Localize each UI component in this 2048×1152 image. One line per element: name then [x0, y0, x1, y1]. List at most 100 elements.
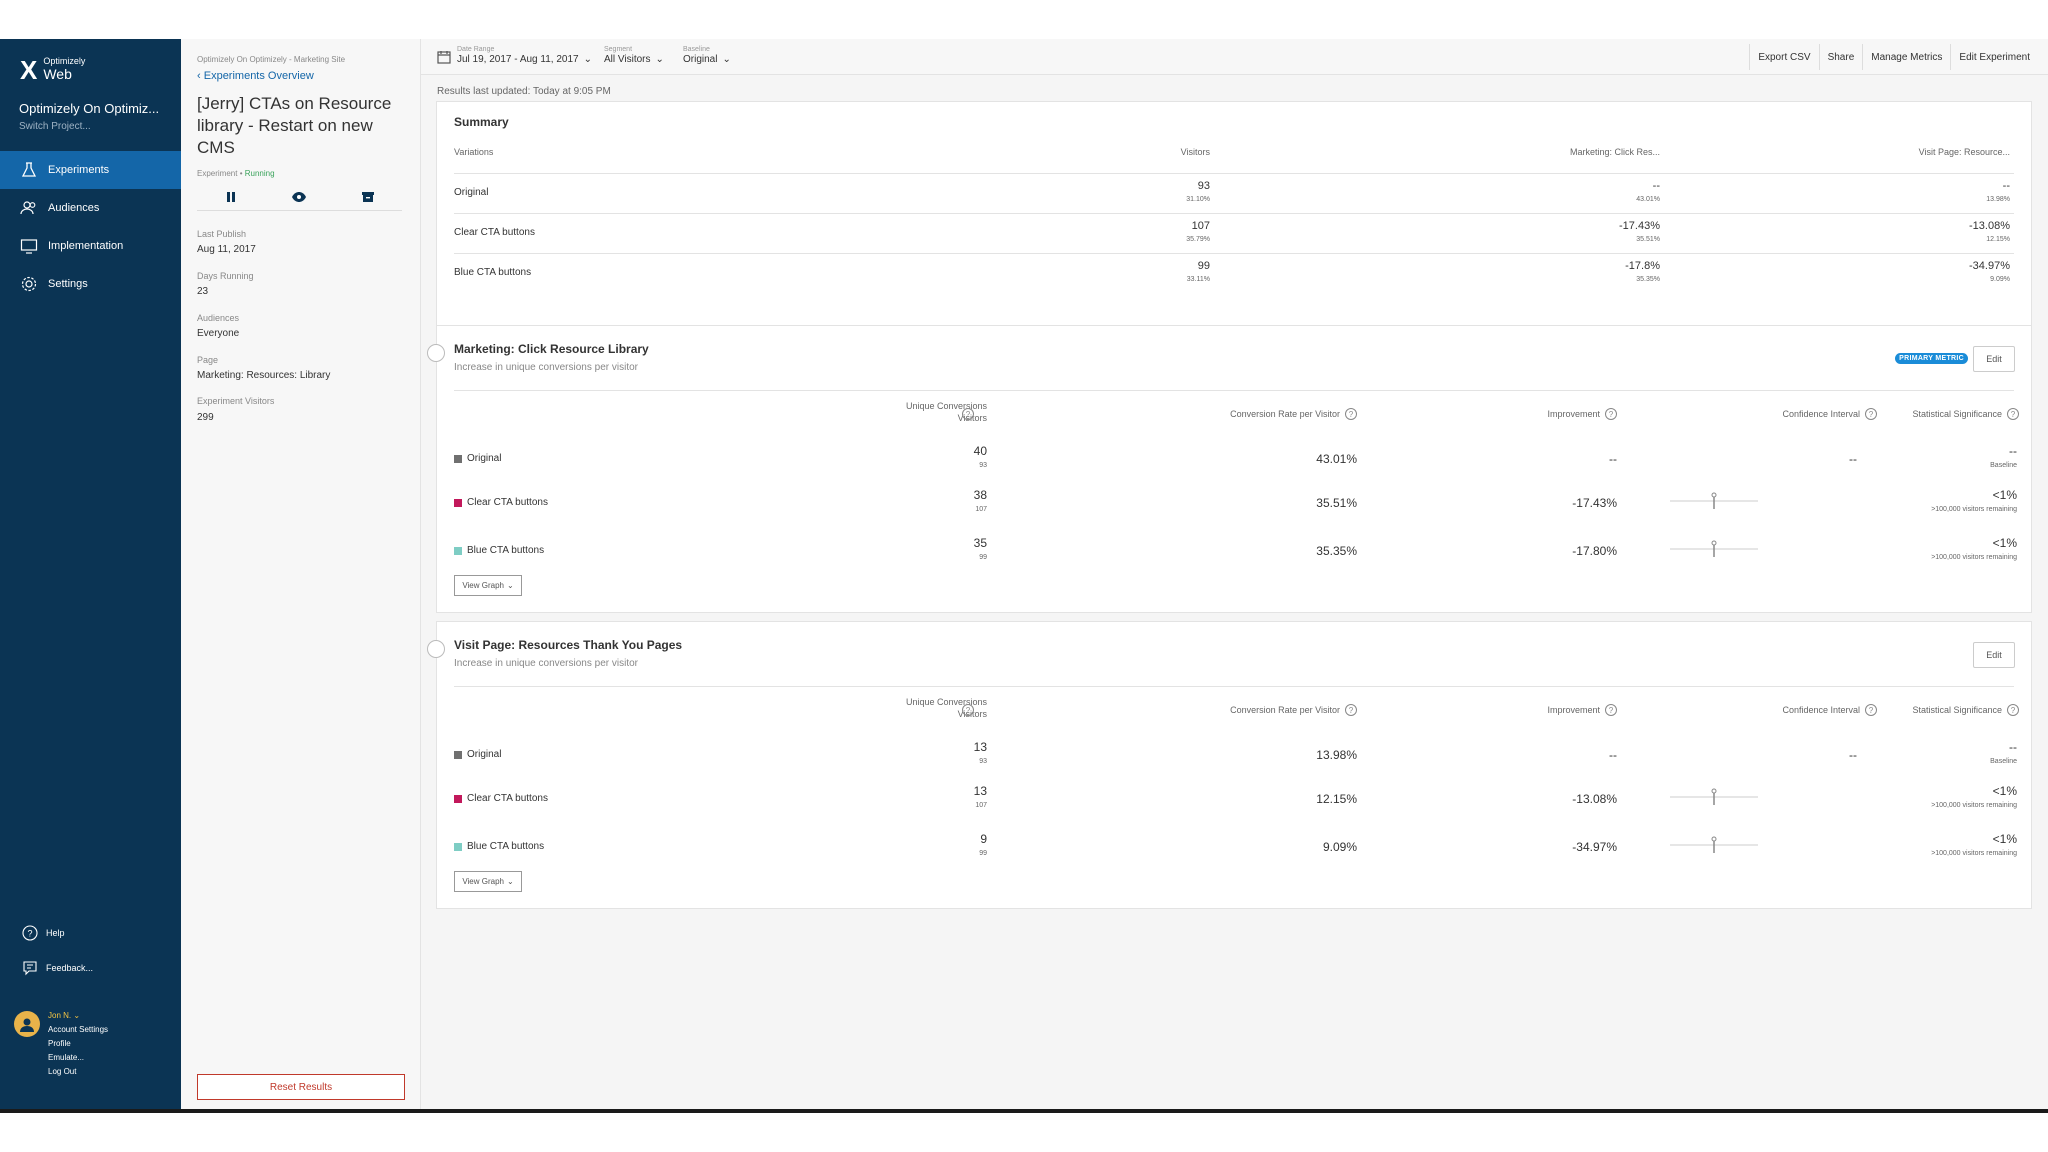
experiments-overview-link[interactable]: ‹ Experiments Overview — [197, 70, 314, 82]
color-swatch — [454, 546, 462, 555]
edit-experiment-button[interactable]: Edit Experiment — [1950, 44, 2038, 70]
flask-icon — [21, 162, 37, 177]
export-csv-button[interactable]: Export CSV — [1749, 44, 1818, 70]
results-updated: Results last updated: Today at 9:05 PM — [437, 86, 611, 97]
share-button[interactable]: Share — [1818, 44, 1863, 70]
eye-icon — [292, 191, 307, 202]
project-name[interactable]: Optimizely On Optimiz... — [19, 101, 160, 116]
window-bottom-edge — [0, 1109, 2048, 1113]
edit-metric-button[interactable]: Edit — [1973, 642, 2015, 668]
experiment-title: [Jerry] CTAs on Resource library - Resta… — [197, 94, 392, 157]
significance-value: <1% — [1992, 784, 2017, 798]
preview-button[interactable] — [289, 187, 309, 207]
pause-button[interactable] — [221, 187, 241, 207]
help-link[interactable]: ? Help — [22, 925, 65, 941]
conversions-value: 35 — [973, 536, 987, 550]
logout-link[interactable]: Log Out — [48, 1067, 77, 1076]
conversions-value: 40 — [973, 444, 987, 458]
conversions-value: 13 — [973, 740, 987, 754]
column-header-improvement: Improvement? — [1367, 704, 1617, 716]
variation-name: Original — [467, 749, 502, 760]
help-icon[interactable]: ? — [1865, 704, 1877, 716]
improvement-value: -- — [1609, 748, 1617, 762]
meta-value: Marketing: Resources: Library — [197, 370, 331, 381]
column-header: Visit Page: Resource... — [1918, 147, 2010, 157]
rate-value: 13.98% — [1316, 748, 1357, 762]
view-graph-button[interactable]: View Graph ⌄ — [454, 871, 522, 892]
help-icon[interactable]: ? — [962, 408, 974, 420]
segment-select[interactable]: Segment All Visitors ⌄ — [604, 45, 664, 66]
edit-metric-button[interactable]: Edit — [1973, 346, 2015, 372]
metric1-rate: 35.35% — [1636, 276, 1660, 283]
user-name[interactable]: Jon N. ⌄ — [48, 1009, 108, 1023]
baseline-value: Original — [683, 54, 718, 65]
conversions-header: Unique Conversions — [905, 401, 987, 411]
baseline-select[interactable]: Baseline Original ⌄ — [683, 45, 731, 66]
visitors-value: 99 — [1197, 260, 1210, 272]
nav-item-audiences[interactable]: Audiences — [0, 189, 181, 227]
meta-label: Page — [197, 355, 219, 365]
view-graph-button[interactable]: View Graph ⌄ — [454, 575, 522, 596]
column-header-rate: Conversion Rate per Visitor? — [1087, 704, 1357, 716]
view-graph-label: View Graph — [462, 581, 504, 590]
help-icon[interactable]: ? — [1605, 408, 1617, 420]
breadcrumb[interactable]: Optimizely On Optimizely - Marketing Sit… — [197, 55, 346, 64]
metric-subtitle: Increase in unique conversions per visit… — [454, 658, 638, 669]
rate-header: Conversion Rate per Visitor — [1230, 409, 1340, 419]
archive-button[interactable] — [358, 187, 378, 207]
help-icon[interactable]: ? — [1865, 408, 1877, 420]
avatar[interactable] — [14, 1011, 40, 1037]
feedback-icon — [23, 961, 37, 976]
date-range-label: Date Range — [457, 46, 495, 53]
monitor-icon — [20, 239, 38, 254]
help-icon[interactable]: ? — [962, 704, 974, 716]
calendar-icon — [437, 51, 451, 64]
manage-metrics-button[interactable]: Manage Metrics — [1862, 44, 1950, 70]
variation-label: Blue CTA buttons — [454, 545, 544, 556]
nav-item-experiments[interactable]: Experiments — [0, 151, 181, 189]
significance-value: <1% — [1992, 536, 2017, 550]
confidence-interval-chart — [1670, 836, 1758, 853]
emulate-link[interactable]: Emulate... — [48, 1053, 85, 1062]
logo-small-text: Optimizely — [43, 56, 86, 67]
metric1-rate: 35.51% — [1636, 236, 1660, 243]
nav-item-label: Implementation — [48, 240, 124, 252]
meta-value: Everyone — [197, 328, 240, 339]
column-header-rate: Conversion Rate per Visitor? — [1087, 408, 1357, 420]
conversions-value: 38 — [973, 488, 987, 502]
experiment-actions — [197, 187, 402, 211]
improvement-header: Improvement — [1547, 705, 1600, 715]
metric2-improvement: -- — [2002, 180, 2010, 192]
reset-results-button[interactable]: Reset Results — [197, 1074, 405, 1100]
segment-label: Segment — [604, 46, 633, 53]
meta-value: 23 — [197, 286, 209, 297]
logo[interactable]: X Optimizely Web — [20, 55, 86, 85]
ci-value: -- — [1849, 748, 1857, 762]
date-range-select[interactable]: Date Range Jul 19, 2017 - Aug 11, 2017 ⌄ — [457, 45, 592, 66]
confidence-interval-chart — [1670, 492, 1758, 509]
feedback-link[interactable]: Feedback... — [22, 960, 93, 976]
metric1-rate: 43.01% — [1636, 196, 1660, 203]
help-icon[interactable]: ? — [1345, 408, 1357, 420]
help-icon[interactable]: ? — [1345, 704, 1357, 716]
help-icon[interactable]: ? — [2007, 704, 2019, 716]
switch-project-link[interactable]: Switch Project... — [19, 121, 91, 132]
column-header: Marketing: Click Res... — [1569, 147, 1660, 157]
variation-label: Original — [454, 453, 501, 464]
help-icon[interactable]: ? — [2007, 408, 2019, 420]
users-icon — [20, 201, 36, 215]
help-icon[interactable]: ? — [1605, 704, 1617, 716]
visitors-value: 99 — [979, 850, 987, 857]
experiment-sidebar: Optimizely On Optimizely - Marketing Sit… — [181, 39, 421, 1111]
optimizely-logo-icon: X — [20, 55, 38, 85]
variation-name: Original — [454, 187, 489, 198]
clock-icon — [427, 344, 445, 362]
nav-item-settings[interactable]: Settings — [0, 265, 181, 303]
chevron-down-icon: ⌄ — [722, 54, 731, 65]
variation-name: Clear CTA buttons — [467, 497, 548, 508]
nav-item-implementation[interactable]: Implementation — [0, 227, 181, 265]
account-settings-link[interactable]: Account Settings — [48, 1025, 109, 1034]
color-swatch — [454, 842, 462, 851]
profile-link[interactable]: Profile — [48, 1039, 71, 1048]
rate-value: 43.01% — [1316, 452, 1357, 466]
